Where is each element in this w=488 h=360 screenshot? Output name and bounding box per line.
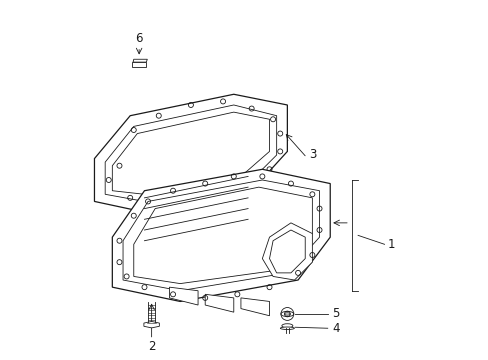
- Ellipse shape: [281, 324, 292, 328]
- Polygon shape: [123, 180, 319, 291]
- Text: 4: 4: [331, 322, 339, 335]
- Text: 1: 1: [386, 238, 394, 251]
- Ellipse shape: [281, 311, 293, 316]
- Ellipse shape: [280, 327, 294, 329]
- Polygon shape: [105, 105, 276, 202]
- Polygon shape: [205, 294, 233, 312]
- Polygon shape: [262, 223, 312, 280]
- Polygon shape: [94, 94, 287, 212]
- Ellipse shape: [284, 313, 290, 315]
- Text: 5: 5: [331, 307, 339, 320]
- Polygon shape: [169, 287, 198, 305]
- Polygon shape: [112, 169, 329, 301]
- Polygon shape: [269, 230, 305, 273]
- Polygon shape: [132, 62, 146, 67]
- Polygon shape: [112, 112, 269, 194]
- Polygon shape: [134, 187, 312, 284]
- Polygon shape: [133, 59, 147, 62]
- Text: 2: 2: [147, 339, 155, 352]
- Polygon shape: [143, 321, 159, 328]
- Text: 3: 3: [308, 148, 315, 162]
- Text: 6: 6: [135, 32, 142, 45]
- Polygon shape: [241, 298, 269, 316]
